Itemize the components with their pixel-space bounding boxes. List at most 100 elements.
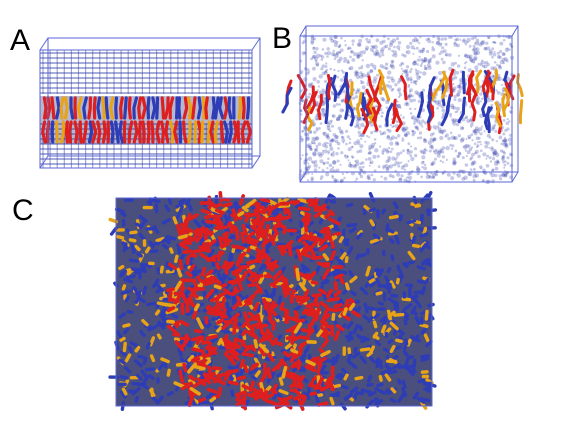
water-bead bbox=[361, 73, 366, 78]
lipid-stick bbox=[204, 276, 217, 282]
water-bead bbox=[387, 129, 392, 133]
lipid-stick bbox=[193, 219, 202, 228]
water-bead bbox=[353, 141, 358, 146]
water-bead bbox=[310, 178, 314, 182]
water-bead bbox=[326, 123, 331, 128]
water-bead bbox=[389, 150, 393, 153]
water-bead bbox=[312, 54, 317, 59]
box-back-face bbox=[47, 37, 261, 157]
lipid-stick bbox=[132, 96, 139, 120]
water-bead bbox=[410, 78, 413, 82]
water-bead bbox=[389, 40, 394, 45]
water-bead bbox=[480, 61, 483, 64]
lipid-stick bbox=[216, 326, 223, 333]
water-bead bbox=[474, 42, 477, 45]
lipid-stick bbox=[289, 388, 299, 394]
water-bead bbox=[397, 41, 402, 45]
box-edge bbox=[251, 155, 261, 169]
water-bead bbox=[415, 79, 418, 83]
lipid-stick bbox=[359, 347, 371, 352]
lipid-stick bbox=[285, 371, 297, 382]
lipid-stick bbox=[295, 234, 303, 240]
water-bead bbox=[463, 55, 466, 58]
lipid-stick bbox=[164, 204, 171, 212]
lipid-stick bbox=[259, 326, 264, 336]
water-bead bbox=[386, 128, 390, 132]
water-bead bbox=[400, 161, 403, 164]
lipid-stick bbox=[261, 250, 272, 261]
lipid-chain bbox=[348, 81, 354, 109]
water-bead bbox=[330, 153, 333, 156]
water-bead bbox=[311, 137, 314, 140]
water-bead bbox=[456, 154, 460, 158]
water-bead bbox=[494, 173, 498, 178]
lipid-stick bbox=[278, 376, 284, 386]
water-bead bbox=[370, 45, 373, 48]
lipid-stick bbox=[324, 233, 333, 242]
water-bead bbox=[472, 57, 477, 62]
lipid-stick bbox=[156, 266, 161, 275]
water-bead bbox=[452, 121, 457, 126]
water-bead bbox=[457, 85, 462, 89]
water-bead bbox=[316, 118, 319, 121]
water-bead bbox=[336, 116, 341, 121]
water-bead bbox=[332, 150, 335, 154]
lipid-stick bbox=[308, 239, 319, 251]
water-bead bbox=[456, 84, 461, 89]
water-bead bbox=[396, 104, 401, 109]
water-bead bbox=[492, 154, 495, 157]
lipid-stick bbox=[109, 120, 115, 144]
water-bead bbox=[315, 47, 319, 51]
lipid-stick bbox=[376, 382, 384, 388]
water-bead bbox=[467, 136, 471, 140]
lipid-stick bbox=[303, 252, 311, 258]
water-bead bbox=[458, 152, 462, 156]
water-bead bbox=[395, 120, 398, 123]
lipid-stick bbox=[235, 228, 240, 241]
water-bead bbox=[433, 100, 436, 103]
water-bead bbox=[402, 116, 405, 119]
water-bead bbox=[397, 95, 401, 99]
water-bead bbox=[386, 75, 390, 80]
lipid-stick bbox=[243, 364, 249, 374]
water-bead bbox=[463, 62, 467, 65]
water-bead bbox=[314, 116, 319, 121]
lipid-stick bbox=[205, 371, 216, 382]
lipid-chain bbox=[501, 93, 506, 118]
water-bead bbox=[437, 38, 441, 42]
water-bead bbox=[324, 141, 328, 145]
water-bead bbox=[359, 168, 363, 173]
lipid-stick bbox=[410, 305, 417, 315]
water-bead bbox=[340, 151, 344, 155]
lipid-stick bbox=[302, 246, 312, 256]
water-bead bbox=[370, 62, 374, 67]
water-bead bbox=[313, 163, 318, 168]
water-bead bbox=[368, 136, 371, 139]
lipid-stick bbox=[265, 204, 272, 212]
lipid-chain bbox=[326, 74, 332, 101]
lipid-stick bbox=[244, 224, 252, 230]
water-bead bbox=[311, 173, 314, 175]
water-bead bbox=[457, 89, 462, 94]
lipid-stick bbox=[191, 96, 197, 120]
lipid-stick bbox=[158, 283, 166, 288]
water-bead bbox=[385, 148, 389, 152]
water-bead bbox=[393, 53, 398, 58]
water-bead bbox=[386, 135, 391, 140]
water-bead bbox=[394, 161, 399, 166]
lipid-stick bbox=[389, 344, 396, 354]
water-bead bbox=[338, 51, 342, 54]
water-bead bbox=[375, 51, 380, 56]
lipid-stick bbox=[335, 324, 345, 332]
water-bead bbox=[450, 62, 455, 67]
lipid-stick bbox=[187, 120, 192, 144]
lipid-chain bbox=[444, 93, 452, 119]
lipid-stick bbox=[332, 319, 339, 326]
water-bead bbox=[326, 125, 331, 130]
lipid-stick bbox=[67, 120, 73, 144]
lipid-stick bbox=[121, 241, 129, 250]
water-bead bbox=[479, 113, 484, 119]
water-bead bbox=[431, 54, 436, 59]
lipid-stick bbox=[305, 359, 316, 367]
water-bead bbox=[406, 78, 410, 82]
